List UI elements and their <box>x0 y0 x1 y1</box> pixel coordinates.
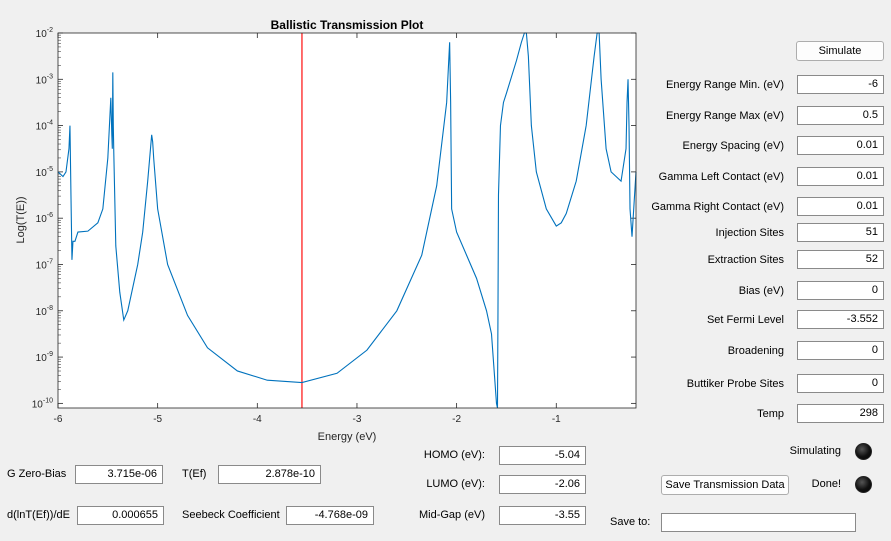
x-tick-label: -5 <box>153 414 162 425</box>
simulate-button[interactable]: Simulate <box>796 41 884 61</box>
broadening-field[interactable]: 0 <box>797 341 884 360</box>
simulating-label: Simulating <box>789 445 841 457</box>
x-tick-label: -3 <box>353 414 362 425</box>
x-tick-label: -4 <box>253 414 262 425</box>
save-to-field[interactable] <box>661 513 856 532</box>
y-tick-label: 10-2 <box>36 27 53 40</box>
lumo-field[interactable]: -2.06 <box>499 475 586 494</box>
x-tick-label: -1 <box>552 414 561 425</box>
set-fermi-level-field[interactable]: -3.552 <box>797 310 884 329</box>
temp-label: Temp <box>757 408 784 420</box>
y-tick-label: 10-7 <box>36 258 53 271</box>
dlnt-field[interactable]: 0.000655 <box>77 506 164 525</box>
temp-field[interactable]: 298 <box>797 404 884 423</box>
y-tick-label: 10-9 <box>36 351 53 364</box>
midgap-label: Mid-Gap (eV) <box>418 509 485 521</box>
simulating-lamp-icon <box>855 443 872 460</box>
buttiker-probe-sites-field[interactable]: 0 <box>797 374 884 393</box>
energy-range-max-ev-field[interactable]: 0.5 <box>797 106 884 125</box>
x-tick-label: -2 <box>452 414 461 425</box>
homo-field[interactable]: -5.04 <box>499 446 586 465</box>
lumo-label: LUMO (eV): <box>426 478 485 490</box>
tick-labels: -6 -5 -4 -3 -2 -1 10-2 10-3 10-4 10-5 10-6 10-7 10-8… <box>32 27 561 425</box>
y-tick-label: 10-10 <box>32 397 53 410</box>
set-fermi-level-label: Set Fermi Level <box>706 314 784 326</box>
extraction-sites-field[interactable]: 52 <box>797 250 884 269</box>
y-tick-label: 10-5 <box>36 166 53 179</box>
y-tick-label: 10-6 <box>36 212 53 225</box>
transmission-curve <box>57 32 637 409</box>
x-tick-label: -6 <box>54 414 63 425</box>
y-axis-label: Log(T(E)) <box>15 196 27 243</box>
injection-sites-field[interactable]: 51 <box>797 223 884 242</box>
bias-ev-label: Bias (eV) <box>738 285 784 297</box>
energy-range-min-ev-label: Energy Range Min. (eV) <box>666 79 784 91</box>
t-ef-label: T(Ef) <box>182 468 207 480</box>
buttiker-probe-sites-label: Buttiker Probe Sites <box>686 378 784 390</box>
plot-frame <box>57 32 637 409</box>
gamma-right-contact-ev-label: Gamma Right Contact (eV) <box>651 201 784 213</box>
gamma-left-contact-ev-field[interactable]: 0.01 <box>797 167 884 186</box>
energy-spacing-ev-field[interactable]: 0.01 <box>797 136 884 155</box>
seebeck-label: Seebeck Coefficient <box>182 509 280 521</box>
homo-label: HOMO (eV): <box>423 449 485 461</box>
injection-sites-label: Injection Sites <box>715 227 784 239</box>
dlnt-label: d(lnT(Ef))/dE <box>7 509 70 521</box>
bias-ev-field[interactable]: 0 <box>797 281 884 300</box>
midgap-field[interactable]: -3.55 <box>499 506 586 525</box>
x-axis-label: Energy (eV) <box>318 431 377 443</box>
seebeck-field[interactable]: -4.768e-09 <box>286 506 374 525</box>
y-tick-label: 10-8 <box>36 305 53 318</box>
gamma-right-contact-ev-field[interactable]: 0.01 <box>797 197 884 216</box>
gamma-left-contact-ev-label: Gamma Left Contact (eV) <box>658 171 784 183</box>
y-tick-label: 10-4 <box>36 120 53 133</box>
t-ef-field[interactable]: 2.878e-10 <box>218 465 321 484</box>
transmission-plot[interactable]: -6 -5 -4 -3 -2 -1 10-2 10-3 10-4 10-5 10-6 10-7 10-8… <box>0 0 694 450</box>
plot-area <box>58 33 636 408</box>
broadening-label: Broadening <box>727 345 784 357</box>
energy-range-max-ev-label: Energy Range Max (eV) <box>666 110 784 122</box>
save-to-label: Save to: <box>610 516 651 528</box>
plot-title: Ballistic Transmission Plot <box>270 18 424 32</box>
done-lamp-icon <box>855 476 872 493</box>
save-transmission-data-button[interactable]: Save Transmission Data <box>661 475 789 495</box>
g-zero-bias-field[interactable]: 3.715e-06 <box>75 465 163 484</box>
energy-range-min-ev-field[interactable]: -6 <box>797 75 884 94</box>
energy-spacing-ev-label: Energy Spacing (eV) <box>682 140 785 152</box>
extraction-sites-label: Extraction Sites <box>707 254 784 266</box>
g-zero-bias-label: G Zero-Bias <box>7 468 67 480</box>
done-label: Done! <box>811 478 841 490</box>
y-tick-label: 10-3 <box>36 73 53 86</box>
